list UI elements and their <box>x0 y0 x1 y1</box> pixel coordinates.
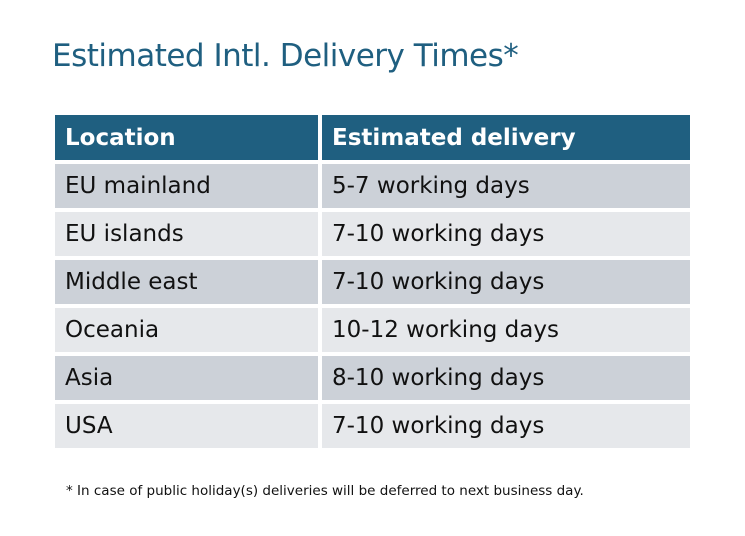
page-title: Estimated Intl. Delivery Times* <box>52 38 519 74</box>
location-cell: EU islands <box>55 212 318 256</box>
delivery-cell: 8-10 working days <box>322 356 690 400</box>
table-row: Oceania 10-12 working days <box>55 308 690 352</box>
delivery-table: Location Estimated delivery EU mainland … <box>51 111 694 452</box>
table-row: EU mainland 5-7 working days <box>55 164 690 208</box>
delivery-cell: 7-10 working days <box>322 212 690 256</box>
delivery-cell: 7-10 working days <box>322 404 690 448</box>
table-header-row: Location Estimated delivery <box>55 115 690 160</box>
table-row: EU islands 7-10 working days <box>55 212 690 256</box>
column-header-location: Location <box>55 115 318 160</box>
table-row: Middle east 7-10 working days <box>55 260 690 304</box>
location-cell: EU mainland <box>55 164 318 208</box>
delivery-cell: 10-12 working days <box>322 308 690 352</box>
column-header-estimated-delivery: Estimated delivery <box>322 115 690 160</box>
footnote: * In case of public holiday(s) deliverie… <box>66 483 584 499</box>
delivery-cell: 5-7 working days <box>322 164 690 208</box>
delivery-cell: 7-10 working days <box>322 260 690 304</box>
location-cell: Oceania <box>55 308 318 352</box>
location-cell: USA <box>55 404 318 448</box>
location-cell: Middle east <box>55 260 318 304</box>
location-cell: Asia <box>55 356 318 400</box>
table-row: Asia 8-10 working days <box>55 356 690 400</box>
table-row: USA 7-10 working days <box>55 404 690 448</box>
